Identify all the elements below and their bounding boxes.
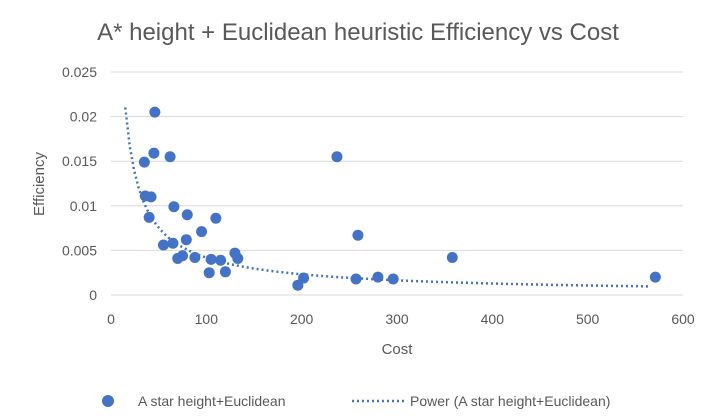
y-tick-label: 0.02 (70, 109, 97, 125)
data-point (157, 239, 169, 251)
y-tick-label: 0.015 (62, 153, 97, 169)
x-tick-label: 500 (576, 311, 600, 327)
data-point (196, 226, 208, 238)
data-point (168, 201, 180, 213)
x-tick-label: 400 (481, 311, 505, 327)
chart-title: A* height + Euclidean heuristic Efficien… (97, 19, 619, 46)
x-tick-label: 200 (290, 311, 314, 327)
legend-label-trendline: Power (A star height+Euclidean) (410, 393, 610, 409)
legend-marker-series (102, 395, 114, 407)
x-tick-labels: 0 100 200 300 400 500 600 (107, 311, 695, 327)
data-point (148, 147, 160, 159)
data-point (145, 191, 157, 203)
x-tick-label: 100 (195, 311, 219, 327)
x-tick-label: 300 (385, 311, 409, 327)
data-point (372, 271, 384, 283)
x-tick-label: 0 (107, 311, 115, 327)
data-point (298, 272, 310, 284)
data-point (331, 151, 343, 163)
legend: A star height+Euclidean Power (A star he… (102, 393, 610, 409)
y-tick-label: 0.01 (70, 198, 97, 214)
legend-label-series: A star height+Euclidean (138, 393, 286, 409)
data-point (219, 266, 231, 278)
data-points (138, 106, 661, 291)
power-trendline (124, 107, 650, 288)
data-point (350, 273, 362, 285)
y-tick-label: 0.025 (62, 64, 97, 80)
data-point (149, 106, 161, 118)
data-point (180, 234, 192, 246)
data-point (215, 254, 227, 266)
data-point (205, 253, 217, 265)
data-point (203, 267, 215, 279)
y-tick-label: 0 (89, 287, 97, 303)
data-point (177, 250, 188, 262)
y-tick-label: 0.005 (62, 242, 97, 258)
data-point (164, 151, 176, 163)
x-axis-title: Cost (382, 341, 414, 358)
grid-lines (111, 71, 683, 296)
x-tick-label: 600 (671, 311, 695, 327)
data-point (138, 156, 150, 168)
y-tick-labels: 0 0.005 0.01 0.015 0.02 0.025 (62, 64, 97, 303)
trendline-group (124, 107, 650, 288)
data-point (232, 252, 244, 264)
data-point (189, 252, 201, 264)
data-point (446, 252, 458, 264)
data-point (387, 273, 399, 285)
data-point (167, 237, 179, 249)
data-point (649, 271, 661, 283)
data-point (143, 211, 155, 223)
data-point (181, 209, 193, 221)
y-axis-title: Efficiency (31, 152, 48, 216)
data-point (210, 212, 222, 224)
data-point (352, 229, 364, 241)
